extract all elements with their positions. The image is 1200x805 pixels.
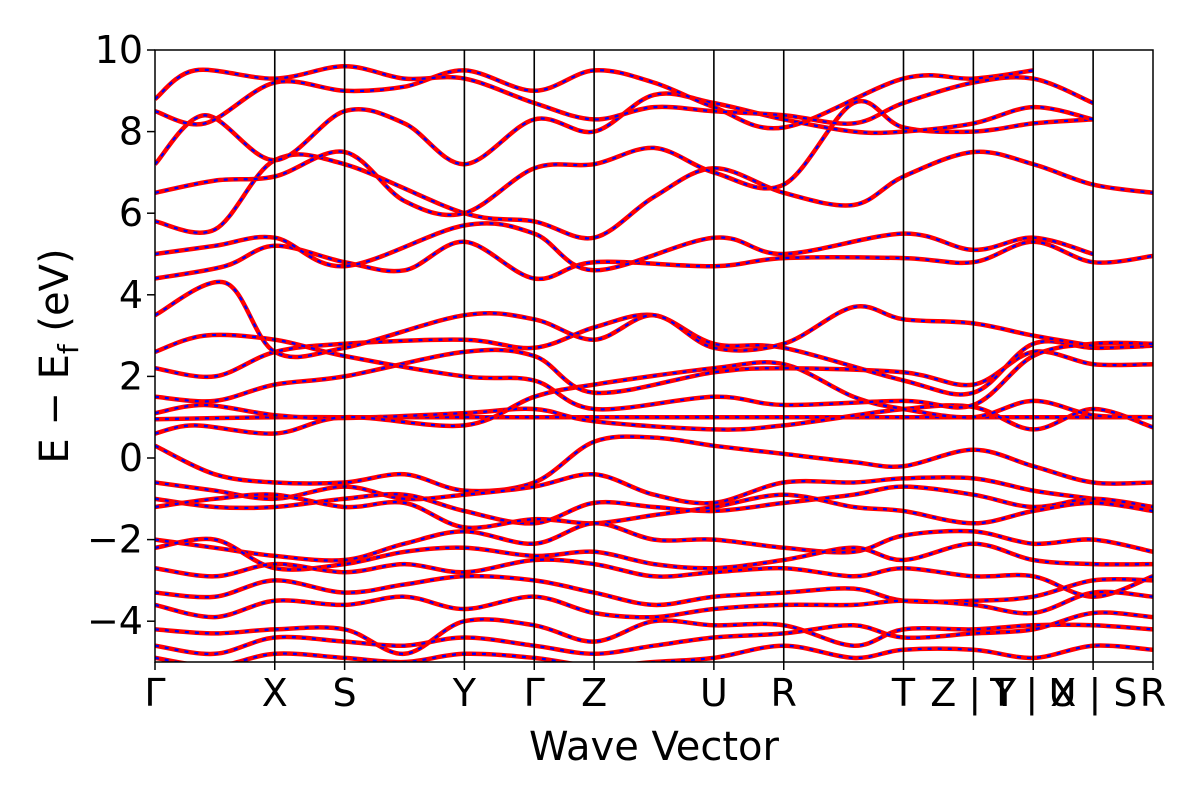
y-tick-label-4: 4 bbox=[119, 273, 143, 317]
kpoint-lines bbox=[273, 50, 1094, 662]
band-18-red bbox=[155, 521, 1153, 563]
y-tick-label-3: 2 bbox=[119, 354, 143, 398]
y-axis-label-main: E − E bbox=[32, 354, 78, 464]
band-22-red bbox=[155, 589, 1153, 620]
band-14-blue bbox=[155, 435, 1153, 493]
x-tick-label-10: T | X bbox=[989, 671, 1076, 716]
band-4-blue bbox=[155, 313, 1153, 396]
y-axis: −4 −2 0 2 4 6 8 10 bbox=[87, 28, 155, 643]
x-tick-label-6: U bbox=[700, 671, 728, 715]
band-12-blue bbox=[155, 69, 1034, 130]
band-7-blue bbox=[155, 240, 1153, 281]
y-tick-label-2: 0 bbox=[119, 436, 143, 480]
band-20-blue bbox=[155, 558, 1153, 598]
band-2-blue bbox=[155, 361, 1153, 435]
band-21-red bbox=[155, 573, 1153, 608]
band-15-blue bbox=[155, 473, 1153, 509]
band-25-red bbox=[155, 643, 1153, 662]
y-tick-label-0: −4 bbox=[87, 599, 143, 643]
band-1-blue bbox=[155, 403, 1153, 431]
x-tick-label-11: U | S bbox=[1049, 671, 1138, 716]
x-tick-label-12: R bbox=[1140, 671, 1166, 715]
y-tick-label-6: 8 bbox=[119, 110, 143, 154]
x-tick-label-1: X bbox=[262, 671, 288, 715]
band-3-blue bbox=[155, 348, 1153, 403]
y-axis-label-sub: f bbox=[52, 343, 85, 354]
x-tick-label-3: Y bbox=[452, 671, 477, 715]
y-tick-label-5: 6 bbox=[119, 191, 143, 235]
band-24-red bbox=[155, 610, 1153, 657]
band-9-red bbox=[155, 149, 1153, 241]
x-tick-label-4: Γ bbox=[524, 671, 545, 715]
band-8-blue bbox=[155, 222, 1094, 272]
band-23-blue bbox=[155, 618, 1153, 655]
band-16-blue bbox=[155, 485, 1153, 525]
plot-frame bbox=[154, 49, 1154, 663]
band-18-blue bbox=[155, 522, 1153, 562]
bands-layer bbox=[155, 64, 1153, 662]
x-tick-label-2: S bbox=[333, 671, 357, 715]
band-6-blue bbox=[155, 280, 1094, 359]
y-axis-label: E − Ef (eV) bbox=[32, 248, 85, 463]
band-7-red bbox=[155, 239, 1153, 282]
x-axis-label: Wave Vector bbox=[529, 724, 780, 770]
y-tick-label-1: −2 bbox=[87, 518, 143, 562]
x-tick-label-8: T bbox=[891, 671, 916, 715]
x-tick-label-5: Z bbox=[581, 671, 607, 715]
y-axis-label-unit: (eV) bbox=[32, 248, 78, 344]
band-5-blue bbox=[155, 333, 1153, 411]
y-tick-label-7: 10 bbox=[95, 28, 143, 72]
band-13-blue bbox=[155, 65, 1094, 125]
x-tick-label-0: Γ bbox=[144, 671, 165, 715]
band-2-red bbox=[155, 360, 1153, 436]
x-tick-label-7: R bbox=[771, 671, 797, 715]
band-17-blue bbox=[155, 493, 1153, 529]
x-tick-label-9: Z | Y bbox=[930, 671, 1017, 716]
band-11-blue bbox=[155, 92, 1094, 166]
